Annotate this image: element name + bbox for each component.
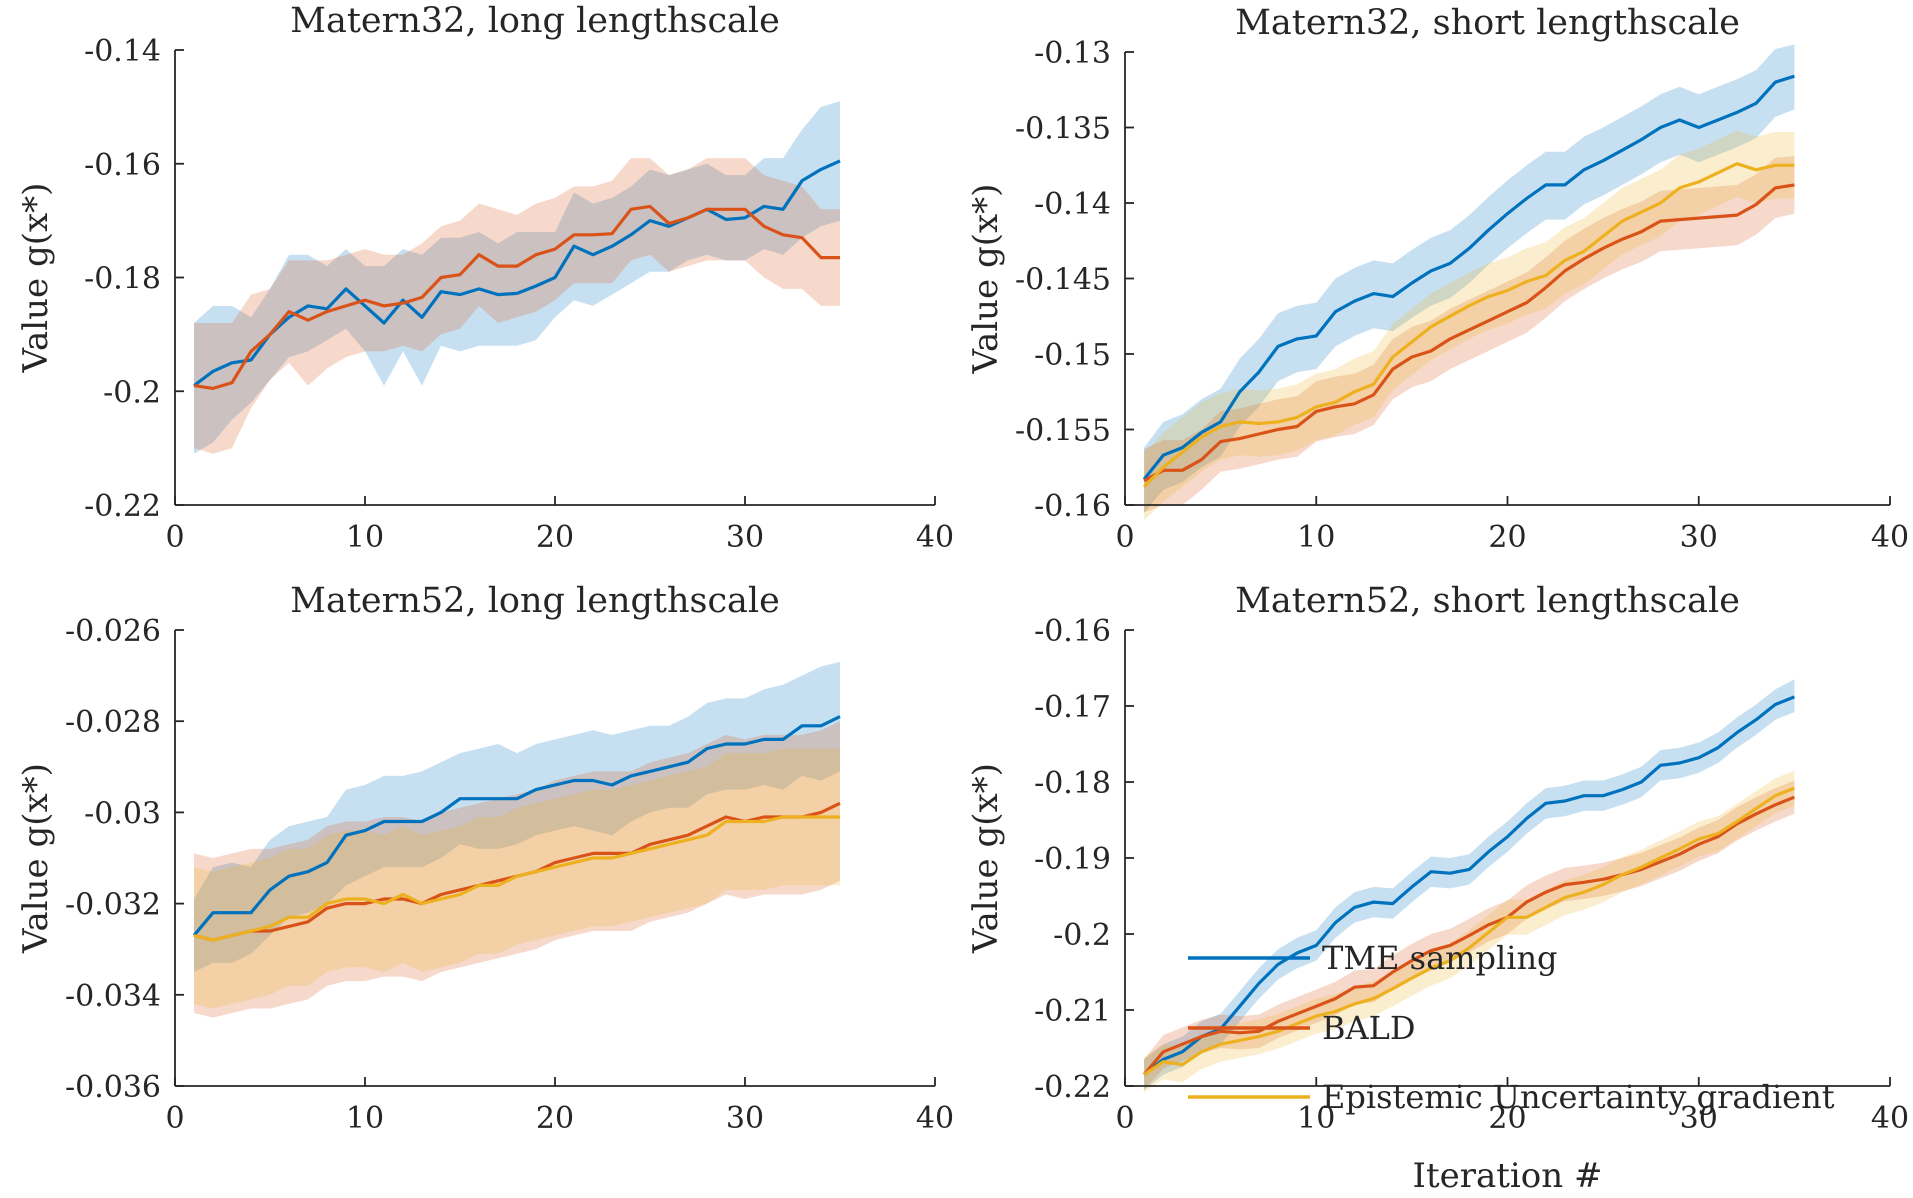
y-tick-label: -0.032 (65, 888, 161, 923)
y-tick-label: -0.22 (84, 489, 161, 524)
series-line-epistemic-uncertainty-gradient (1143, 786, 1795, 1076)
x-tick-label: 20 (1488, 520, 1526, 555)
x-tick-label: 10 (1297, 520, 1335, 555)
y-tick-label: -0.14 (84, 34, 161, 69)
y-tick-label: -0.03 (84, 796, 161, 831)
legend-label: TME sampling (1322, 939, 1558, 977)
panel-2: -0.16 -0.155 -0.15 -0.145 -0.14 -0.135 -0.13 0 1… (966, 3, 1909, 555)
band-tme-sampling (194, 101, 840, 454)
x-tick-label: 30 (726, 520, 764, 555)
x-axis-label: Iteration # (1413, 1156, 1603, 1196)
y-tick-label: -0.036 (65, 1070, 161, 1105)
chart-title: Matern32, short lengthscale (1235, 3, 1740, 43)
y-tick-label: -0.18 (84, 262, 161, 297)
band-epistemic-uncertainty-gradient (1144, 770, 1795, 1093)
y-tick-label: -0.21 (1034, 994, 1111, 1029)
y-tick-label: -0.17 (1034, 690, 1111, 725)
x-tick-label: 10 (346, 1101, 384, 1136)
x-tick-label: 40 (916, 520, 954, 555)
y-tick-label: -0.2 (103, 375, 161, 410)
y-tick-label: -0.18 (1034, 766, 1111, 801)
band-epistemic-uncertainty-gradient (194, 748, 840, 1009)
chart-title: Matern32, long lengthscale (290, 1, 780, 41)
x-tick-label: 30 (726, 1101, 764, 1136)
y-tick-label: -0.155 (1015, 414, 1111, 449)
panel-4: -0.22 -0.21 -0.2 -0.19 -0.18 -0.17 -0.16 0 10 20 3… (966, 581, 1909, 1196)
y-tick-label: -0.16 (84, 148, 161, 183)
x-tick-label: 30 (1680, 520, 1718, 555)
y-axis-label: Value g(x*) (16, 763, 56, 954)
x-tick-label: 0 (1115, 1101, 1134, 1136)
series-line-tme-sampling (1143, 695, 1795, 1076)
x-tick-label: 10 (346, 520, 384, 555)
band-bald (1144, 156, 1795, 513)
y-tick-label: -0.13 (1034, 36, 1111, 71)
y-tick-label: -0.14 (1034, 187, 1111, 222)
y-axis-label: Value g(x*) (966, 184, 1006, 375)
panel-1: -0.22 -0.2 -0.18 -0.16 -0.14 0 10 20 30 40 Matern3… (16, 1, 954, 555)
panel-3: -0.036 -0.034 -0.032 -0.03 -0.028 -0.026 0 10 20… (16, 581, 954, 1136)
legend: TME sampling BALD Epistemic Uncertainty gr… (1188, 939, 1835, 1116)
legend-label: BALD (1322, 1009, 1416, 1047)
band-bald (194, 721, 840, 1018)
band-epistemic-uncertainty-gradient (1144, 130, 1795, 521)
x-tick-label: 0 (165, 1101, 184, 1136)
series-line-epistemic-uncertainty-gradient (193, 815, 840, 942)
y-tick-label: -0.19 (1034, 842, 1111, 877)
x-tick-label: 40 (1871, 520, 1909, 555)
y-tick-label: -0.15 (1034, 338, 1111, 373)
band-tme-sampling (194, 661, 840, 972)
y-axis-label: Value g(x*) (966, 763, 1006, 954)
chart-title: Matern52, short lengthscale (1235, 581, 1740, 621)
y-tick-label: -0.026 (65, 614, 161, 649)
y-axis-label: Value g(x*) (16, 183, 56, 374)
series-line-bald (193, 204, 840, 390)
y-tick-label: -0.034 (65, 979, 161, 1014)
x-tick-label: 0 (165, 520, 184, 555)
chart-title: Matern52, long lengthscale (290, 581, 780, 621)
y-tick-label: -0.16 (1034, 614, 1111, 649)
x-tick-label: 40 (916, 1101, 954, 1136)
series-line-tme-sampling (193, 159, 841, 387)
y-tick-label: -0.22 (1034, 1070, 1111, 1105)
band-tme-sampling (1144, 44, 1795, 513)
x-tick-label: 10 (1297, 1101, 1335, 1136)
band-bald (194, 158, 840, 454)
series-line-tme-sampling (192, 715, 841, 937)
x-tick-label: 40 (1871, 1101, 1909, 1136)
series-line-bald (1142, 795, 1795, 1076)
y-tick-label: -0.16 (1034, 489, 1111, 524)
band-tme-sampling (1144, 679, 1795, 1090)
y-tick-label: -0.028 (65, 705, 161, 740)
series-line-epistemic-uncertainty-gradient (1142, 162, 1795, 489)
y-tick-label: -0.145 (1015, 263, 1111, 298)
x-tick-label: 0 (1115, 520, 1134, 555)
x-tick-label: 20 (536, 1101, 574, 1136)
x-tick-label: 30 (1680, 1101, 1718, 1136)
y-tick-label: -0.2 (1053, 918, 1111, 953)
x-tick-label: 20 (1488, 1101, 1526, 1136)
series-line-bald (1143, 183, 1795, 483)
y-tick-label: -0.135 (1015, 112, 1111, 147)
series-line-tme-sampling (1142, 74, 1795, 481)
x-tick-label: 20 (536, 520, 574, 555)
legend-label: Epistemic Uncertainty gradient (1322, 1078, 1835, 1116)
